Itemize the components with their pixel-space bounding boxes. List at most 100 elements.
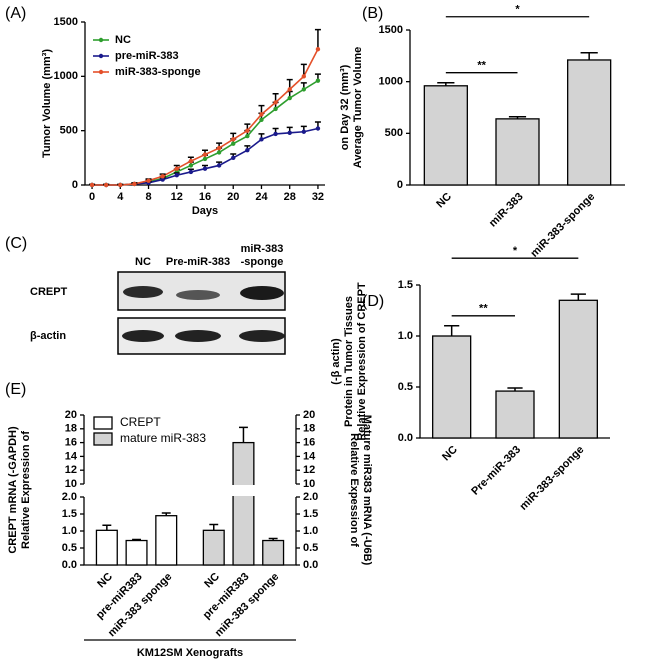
legend-swatch — [93, 416, 113, 430]
error-bar — [132, 538, 141, 541]
point — [103, 182, 109, 188]
y-tick-label: 2.0 — [62, 491, 77, 503]
axis-title: Mature miR383 mRNA (-U6B) — [361, 415, 373, 566]
y-tick-label: 0.5 — [62, 542, 77, 554]
x-tick-label: 28 — [284, 191, 296, 203]
error-bar — [570, 293, 586, 301]
y-tick-label: 0.0 — [398, 432, 413, 444]
significance-label: * — [515, 4, 520, 16]
legend-marker — [98, 69, 104, 75]
point — [301, 87, 307, 92]
bar — [495, 390, 535, 439]
blot-image — [117, 271, 286, 355]
point — [287, 130, 292, 136]
point — [188, 163, 194, 168]
y-tick-label: 1.0 — [303, 525, 318, 537]
error-bar — [102, 524, 112, 531]
y-tick-label: 0.0 — [303, 559, 318, 571]
point — [231, 137, 236, 142]
point — [188, 169, 194, 175]
y-tick-label: 1500 — [54, 16, 78, 28]
legend-label: miR-383-sponge — [115, 66, 201, 78]
axis-title: Relative Expession of — [348, 433, 360, 547]
error-bar — [437, 81, 455, 86]
y-tick-label: 16 — [65, 437, 77, 449]
row-label: CREPT — [30, 286, 68, 298]
point — [315, 126, 321, 131]
point — [146, 178, 151, 183]
axis-title: Protein in Tumor Tissues — [343, 296, 355, 427]
y-tick-label: 1.5 — [62, 508, 77, 520]
point — [174, 166, 179, 171]
y-tick-label: 1500 — [379, 24, 403, 36]
panel-label: (A) — [5, 5, 26, 22]
axis-title: Days — [192, 205, 218, 217]
row-label: β-actin — [30, 330, 66, 342]
error-bar — [444, 325, 460, 336]
legend-marker — [98, 53, 104, 59]
x-tick-label: NC — [434, 191, 454, 211]
x-tick-label: 20 — [227, 191, 239, 203]
y-tick-label: 1.5 — [303, 508, 318, 520]
y-tick-label: 16 — [303, 437, 315, 449]
axis-title: Relative Expression of CREPT — [356, 282, 368, 441]
point — [216, 150, 222, 155]
x-tick-label: 12 — [171, 191, 183, 203]
y-tick-label: 14 — [303, 450, 316, 462]
lane-label: -sponge — [241, 256, 284, 268]
x-tick-label: 16 — [199, 191, 211, 203]
point — [202, 166, 208, 171]
bar — [95, 529, 118, 566]
point — [315, 46, 321, 52]
axis-title: Relative Expression of — [20, 431, 32, 549]
point — [245, 128, 250, 133]
point — [273, 106, 278, 112]
point — [202, 152, 208, 157]
error-bar — [239, 426, 248, 443]
point — [245, 133, 250, 139]
point — [188, 158, 194, 164]
point — [287, 87, 292, 92]
point — [202, 156, 208, 162]
axis-break — [85, 485, 295, 496]
x-tick-label: NC — [202, 571, 222, 591]
legend-label: pre-miR-383 — [115, 50, 179, 62]
y-tick-label: 0 — [72, 179, 78, 191]
point — [231, 141, 236, 146]
y-tick-label: 0.5 — [398, 381, 413, 393]
point — [118, 182, 123, 188]
lane-label: Pre-miR-383 — [166, 256, 230, 268]
bar — [495, 118, 540, 186]
bar — [125, 539, 148, 566]
panel-label: (B) — [362, 5, 383, 22]
legend-label: CREPT — [120, 415, 161, 429]
lane-label: NC — [135, 256, 151, 268]
y-tick-label: 2.0 — [303, 491, 318, 503]
error-bar — [209, 523, 219, 531]
point — [174, 173, 179, 178]
y-tick-label: 14 — [65, 450, 78, 462]
y-tick-label: 500 — [385, 127, 403, 139]
point — [273, 131, 278, 137]
bar — [432, 335, 472, 439]
point — [132, 181, 137, 187]
axis-title: CREPT mRNA (-GAPDH) — [7, 426, 19, 554]
y-tick-label: 20 — [303, 409, 315, 421]
y-tick-label: 1000 — [54, 70, 78, 82]
y-tick-label: 0 — [397, 179, 403, 191]
significance-label: * — [513, 245, 518, 257]
error-bar — [507, 387, 523, 392]
bar — [423, 85, 468, 186]
error-bar — [580, 51, 598, 60]
significance-label: ** — [477, 60, 486, 72]
panel-label: (E) — [5, 381, 26, 398]
y-tick-label: 18 — [65, 423, 77, 435]
x-tick-label: miR-383 — [487, 191, 526, 230]
point — [259, 117, 264, 123]
point — [301, 74, 307, 79]
axis-title: KM12SM Xenografts — [137, 647, 243, 659]
bar — [202, 529, 225, 566]
bar — [558, 299, 598, 439]
error-bar — [508, 116, 527, 119]
axis-title: Tumor Volume (mm³) — [41, 49, 53, 158]
